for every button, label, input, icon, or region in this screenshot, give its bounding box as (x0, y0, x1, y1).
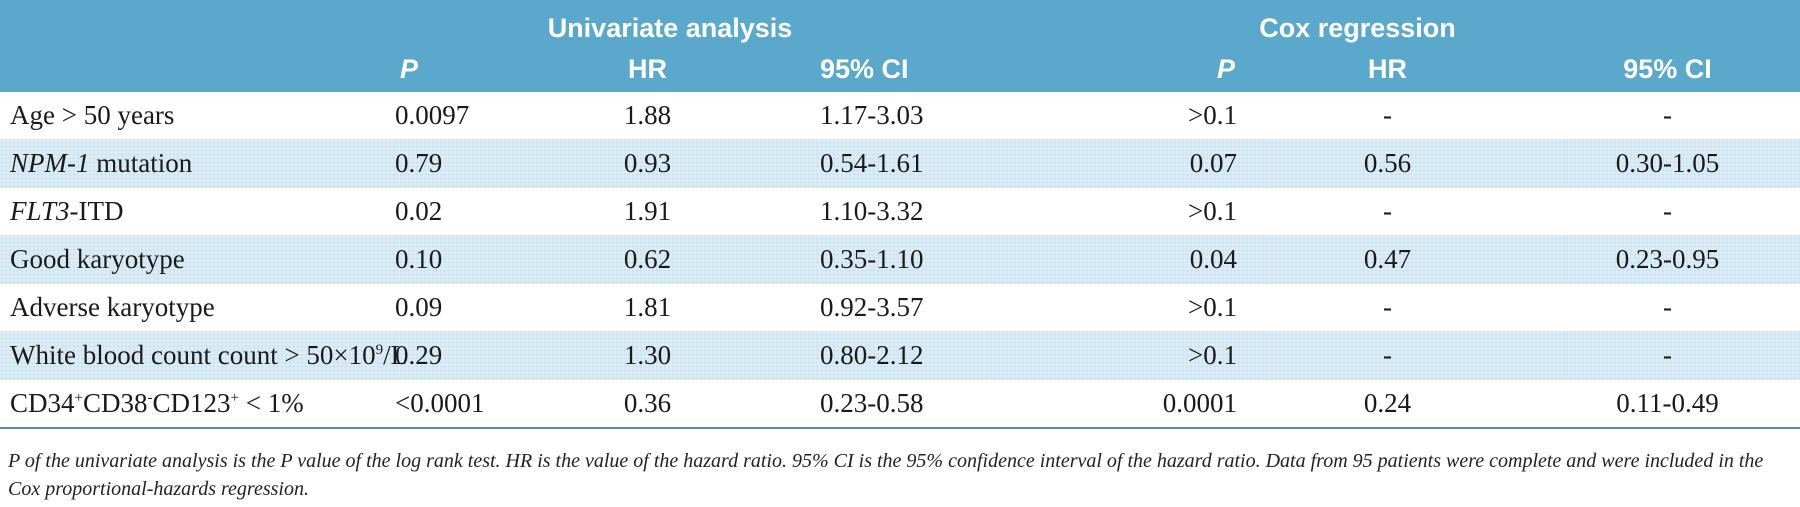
cell-cox-ci: 0.11-0.49 (1565, 379, 1800, 429)
cell-cox-hr: - (1270, 283, 1566, 332)
header-variable-blank (0, 46, 395, 92)
cell-cox-hr: - (1270, 331, 1566, 380)
hazard-ratio-table: Univariate analysis Cox regression P HR … (0, 0, 1800, 429)
header-uni-ci: 95% CI (820, 46, 986, 92)
header-cox-ci: 95% CI (1565, 46, 1800, 92)
variable-suffix: -ITD (69, 196, 124, 226)
cell-cox-ci: 0.23-0.95 (1565, 235, 1800, 284)
cell-uni-hr: 1.30 (475, 331, 820, 380)
marker-cd123: CD123 (152, 388, 231, 418)
header-uni-p: P (395, 46, 475, 92)
cell-cox-ci: - (1565, 187, 1800, 236)
cell-uni-p: 0.79 (395, 139, 475, 188)
cell-uni-p: 0.10 (395, 235, 475, 284)
cell-uni-hr: 1.88 (475, 92, 820, 140)
row-variable: Adverse karyotype (0, 283, 395, 332)
cell-cox-hr: 0.24 (1270, 379, 1566, 429)
cell-uni-p: <0.0001 (395, 379, 484, 429)
marker-cd34: CD34 (10, 388, 75, 418)
cell-cox-ci: 0.30-1.05 (1565, 139, 1800, 188)
table-row-white-blood-count: White blood count count > 50×109/L 0.29 … (0, 331, 1800, 380)
cell-cox-ci: - (1565, 331, 1800, 380)
threshold: < 1% (238, 388, 304, 418)
table-row-npm1: NPM-1 mutation 0.79 0.93 0.54-1.61 0.07 … (0, 139, 1800, 188)
gene-name: FLT3 (10, 196, 70, 226)
superscript: + (74, 390, 83, 406)
cell-cox-hr: - (1270, 92, 1566, 140)
cell-uni-p: 0.29 (395, 331, 475, 380)
cell-cox-hr: 0.47 (1270, 235, 1566, 284)
table-row-good-karyotype: Good karyotype 0.10 0.62 0.35-1.10 0.04 … (0, 235, 1800, 284)
cell-cox-hr: - (1270, 187, 1566, 236)
table-row-age: Age > 50 years 0.0097 1.88 1.17-3.03 >0.… (0, 92, 1800, 140)
cell-cox-p: >0.1 (985, 92, 1271, 140)
header-cox-hr: HR (1270, 46, 1566, 92)
cell-cox-hr: 0.56 (1270, 139, 1566, 188)
cell-uni-p: 0.09 (395, 283, 475, 332)
row-variable: Age > 50 years (0, 92, 395, 140)
cell-uni-ci: 0.23-0.58 (820, 379, 986, 429)
cell-uni-hr: 1.91 (475, 187, 820, 236)
header-blank (0, 0, 395, 46)
header-cox-regression: Cox regression (985, 0, 1800, 46)
row-variable: CD34+CD38-CD123+ < 1% (0, 379, 395, 429)
cell-uni-ci: 0.54-1.61 (820, 139, 986, 188)
cell-uni-ci: 0.80-2.12 (820, 331, 986, 380)
cell-cox-p: 0.0001 (985, 379, 1271, 429)
row-variable: FLT3-ITD (0, 187, 395, 236)
cell-cox-p: 0.07 (985, 139, 1271, 188)
table-row-adverse-karyotype: Adverse karyotype 0.09 1.81 0.92-3.57 >0… (0, 283, 1800, 332)
header-cox-p: P (985, 46, 1271, 92)
cell-uni-hr: 0.36 (475, 379, 820, 429)
gene-name: NPM-1 (10, 148, 90, 178)
superscript: + (230, 390, 239, 406)
cell-cox-p: >0.1 (985, 187, 1271, 236)
cell-cox-p: >0.1 (985, 283, 1271, 332)
row-variable: Good karyotype (0, 235, 395, 284)
superscript: 9 (375, 342, 384, 358)
cell-uni-ci: 0.92-3.57 (820, 283, 986, 332)
header-column-row: P HR 95% CI P HR 95% CI (0, 46, 1800, 92)
row-variable: White blood count count > 50×109/L (0, 331, 407, 380)
header-univariate-analysis: Univariate analysis (395, 0, 986, 46)
variable-suffix: mutation (89, 148, 193, 178)
header-uni-hr: HR (475, 46, 820, 92)
cell-uni-hr: 0.62 (475, 235, 820, 284)
cell-cox-p: 0.04 (985, 235, 1271, 284)
cell-cox-ci: - (1565, 283, 1800, 332)
cell-cox-p: >0.1 (985, 331, 1271, 380)
header-group-row: Univariate analysis Cox regression (0, 0, 1800, 46)
cell-uni-ci: 1.10-3.32 (820, 187, 986, 236)
table-row-cd34-cd38-cd123: CD34+CD38-CD123+ < 1% <0.0001 0.36 0.23-… (0, 379, 1800, 429)
table-footnote: P of the univariate analysis is the P va… (8, 450, 1764, 500)
cell-uni-hr: 1.81 (475, 283, 820, 332)
cell-uni-hr: 0.93 (475, 139, 820, 188)
cell-uni-p: 0.0097 (395, 92, 475, 140)
cell-uni-ci: 1.17-3.03 (820, 92, 986, 140)
marker-cd38: CD38 (82, 388, 148, 418)
cell-uni-ci: 0.35-1.10 (820, 235, 986, 284)
table-row-flt3: FLT3-ITD 0.02 1.91 1.10-3.32 >0.1 - - (0, 187, 1800, 236)
cell-uni-p: 0.02 (395, 187, 475, 236)
superscript: - (147, 390, 153, 406)
cell-cox-ci: - (1565, 92, 1800, 140)
row-variable: NPM-1 mutation (0, 139, 395, 188)
variable-pre: White blood count count > 50×10 (10, 340, 376, 370)
